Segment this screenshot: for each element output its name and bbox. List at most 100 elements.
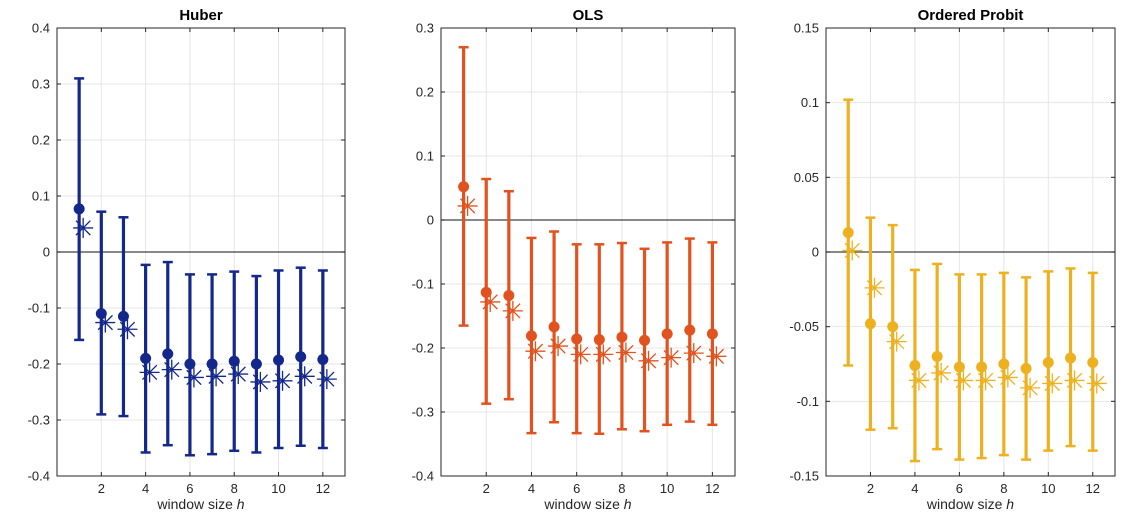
star-marker	[206, 366, 227, 387]
panel-2: -0.4 -0.3 -0.2 -0.1 0 0.1 0.2 0.3 2 4 6 8 10 12 OLS win…	[412, 7, 736, 512]
star-marker-stroke	[889, 333, 905, 350]
x-tick-label: 12	[1086, 481, 1100, 496]
x-tick-label: 10	[1041, 481, 1055, 496]
y-tick-label: -0.1	[797, 394, 819, 409]
x-tick-label: 6	[573, 481, 580, 496]
star-marker-stroke	[208, 368, 224, 384]
y-tick-label: -0.2	[412, 341, 434, 356]
axes-frame	[440, 27, 736, 477]
x-tick-label: 12	[705, 481, 719, 496]
y-tick-label: -0.3	[412, 405, 434, 420]
x-tick-label: 4	[528, 481, 535, 496]
star-marker	[228, 364, 249, 385]
star-marker	[480, 291, 501, 312]
point-estimate-marker	[206, 358, 218, 370]
star-marker	[73, 217, 94, 238]
star-marker-stroke	[297, 368, 313, 384]
x-tick-label: 8	[618, 481, 625, 496]
x-tick-label: 4	[142, 481, 149, 496]
x-tick-label: 4	[911, 481, 918, 496]
star-marker-stroke	[319, 371, 335, 387]
star-marker-stroke	[595, 346, 611, 363]
y-tick-label: 0.15	[794, 21, 819, 36]
x-axis-label-variable: h	[624, 496, 632, 512]
chart-title: OLS	[573, 7, 604, 24]
star-marker-stroke	[844, 242, 860, 259]
star-marker-stroke	[1000, 369, 1016, 386]
point-estimate-marker	[616, 331, 628, 343]
point-estimate-marker	[706, 328, 718, 340]
star-marker	[886, 331, 907, 352]
point-estimate-marker	[639, 334, 651, 346]
star-marker-stroke	[911, 372, 927, 389]
point-estimate-marker	[887, 321, 899, 333]
star-marker-stroke	[663, 349, 679, 366]
x-tick-label: 2	[483, 481, 490, 496]
x-axis-label: window size h	[926, 496, 1014, 512]
point-estimate-marker	[1020, 362, 1032, 374]
y-tick-label: -0.4	[412, 469, 434, 484]
star-marker-stroke	[686, 345, 702, 361]
star-marker-stroke	[866, 280, 883, 296]
point-estimate-marker	[140, 352, 152, 364]
y-tick-label: -0.15	[789, 469, 819, 484]
star-marker	[593, 344, 614, 365]
star-marker	[95, 312, 116, 333]
star-marker	[457, 195, 478, 216]
y-tick-label: 0	[427, 213, 434, 228]
point-estimate-marker	[593, 334, 605, 346]
star-marker	[1042, 373, 1063, 394]
star-marker-stroke	[75, 220, 91, 236]
x-axis-label: window size h	[543, 496, 631, 512]
star-marker-stroke	[955, 372, 972, 389]
panel-1: -0.4 -0.3 -0.2 -0.1 0 0.1 0.2 0.3 0.4 2 4 6 8 10 12 Hub…	[28, 7, 346, 512]
star-marker	[864, 277, 885, 298]
x-tick-label: 6	[186, 481, 193, 496]
star-marker-stroke	[977, 372, 994, 389]
star-marker-stroke	[1044, 375, 1060, 392]
star-marker	[1020, 377, 1041, 398]
point-estimate-marker	[931, 351, 943, 363]
x-axis-label-text: window size	[543, 496, 623, 512]
y-tick-label: -0.3	[28, 413, 50, 428]
star-marker	[975, 370, 996, 391]
x-tick-label: 6	[956, 481, 963, 496]
chart-title: Huber	[179, 7, 223, 24]
y-tick-label: 0.3	[32, 77, 50, 92]
y-tick-label: -0.05	[789, 319, 819, 334]
star-marker	[997, 367, 1018, 388]
chart-title: Ordered Probit	[918, 7, 1024, 24]
star-marker	[1064, 370, 1085, 391]
star-marker-stroke	[97, 314, 113, 331]
star-marker-stroke	[252, 374, 269, 390]
point-estimate-marker	[458, 181, 470, 193]
star-marker-stroke	[1022, 380, 1038, 396]
y-tick-label: 0.4	[32, 21, 50, 36]
point-estimate-marker	[273, 354, 285, 366]
star-marker	[683, 343, 704, 364]
star-marker	[139, 362, 160, 383]
y-tick-label: 0.1	[801, 95, 819, 110]
x-axis-label-variable: h	[1006, 496, 1014, 512]
point-estimate-marker	[864, 318, 876, 330]
x-tick-label: 2	[867, 481, 874, 496]
point-estimate-marker	[117, 310, 129, 322]
star-marker-stroke	[141, 364, 158, 381]
point-estimate-marker	[503, 290, 515, 302]
star-marker-stroke	[708, 348, 725, 364]
x-axis-label-text: window size	[156, 496, 236, 512]
point-estimate-marker	[162, 348, 174, 360]
x-tick-label: 8	[231, 481, 238, 496]
point-estimate-marker	[525, 330, 537, 342]
star-marker-stroke	[230, 366, 246, 382]
point-estimate-marker	[1065, 352, 1077, 364]
point-estimate-marker	[1087, 357, 1099, 369]
point-estimate-marker	[295, 351, 307, 363]
point-estimate-marker	[976, 361, 988, 373]
x-axis-label: window size h	[156, 496, 244, 512]
star-marker-stroke	[119, 321, 136, 337]
point-estimate-marker	[548, 321, 560, 333]
star-marker-stroke	[505, 303, 521, 319]
star-marker-stroke	[550, 338, 566, 354]
